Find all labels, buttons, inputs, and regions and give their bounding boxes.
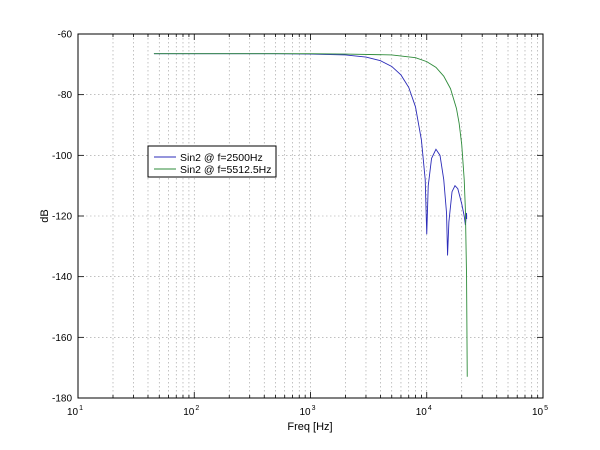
- legend: Sin2 @ f=2500Hz Sin2 @ f=5512.5Hz: [147, 145, 277, 178]
- series-line-2: [153, 53, 468, 377]
- x-tick-exponent: 1: [79, 405, 83, 412]
- y-tick-label: -180: [52, 394, 72, 405]
- legend-label-series-2: Sin2 @ f=5512.5Hz: [180, 164, 272, 176]
- y-tick-label: -140: [52, 272, 72, 283]
- axis-ticks: [77, 33, 544, 399]
- x-tick-exponent: 2: [195, 405, 199, 412]
- y-tick-label: -100: [52, 151, 72, 162]
- legend-label-series-1: Sin2 @ f=2500Hz: [180, 152, 263, 164]
- y-axis-label: dB: [39, 209, 51, 222]
- x-tick-exponent: 3: [312, 405, 316, 412]
- x-tick-exponent: 5: [544, 405, 548, 412]
- series-line-1: [153, 53, 468, 256]
- legend-box: [147, 145, 277, 178]
- x-axis-label: Freq [Hz]: [287, 421, 332, 433]
- y-tick-label: -80: [58, 90, 73, 101]
- x-tick-exponent: 4: [428, 405, 432, 412]
- series-layer: [153, 53, 468, 377]
- y-tick-label: -60: [58, 30, 73, 41]
- y-tick-label: -120: [52, 212, 72, 223]
- y-tick-label: -160: [52, 333, 72, 344]
